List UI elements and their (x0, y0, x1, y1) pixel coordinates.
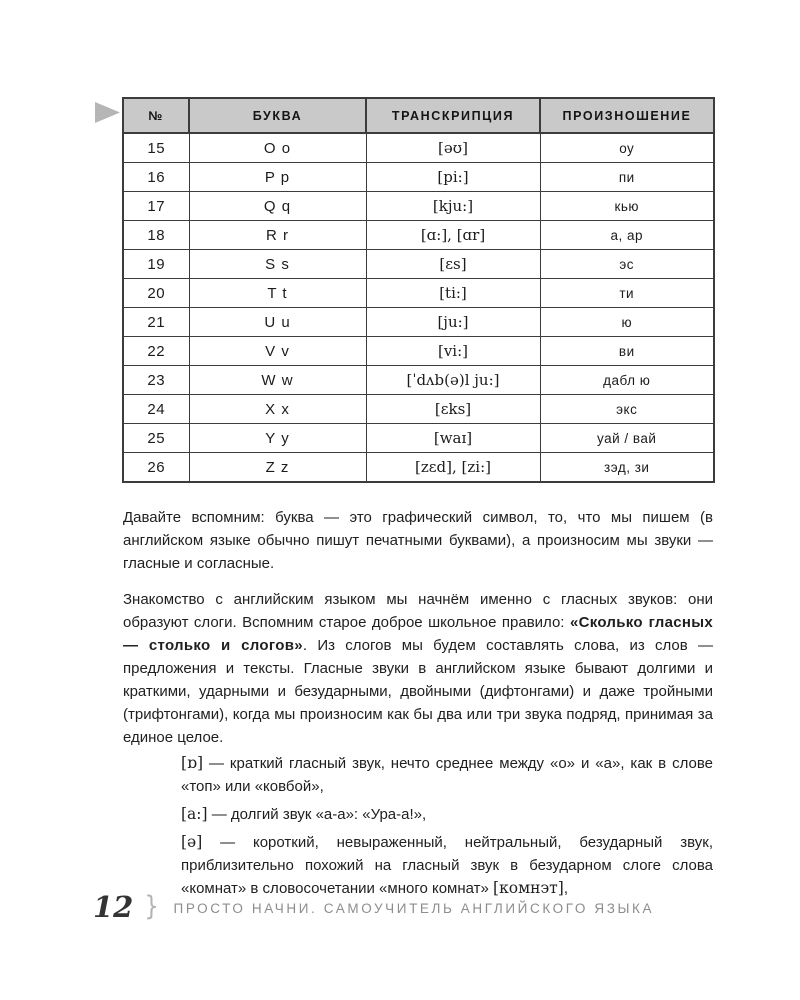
table-row: 20 T t [ti:] ти (122, 278, 715, 308)
ipa-symbol: [ə] (181, 833, 203, 851)
table-row: 22 V v [vi:] ви (122, 336, 715, 366)
sound-item: [ɒ] — краткий гласный звук, нечто средне… (181, 752, 713, 798)
table-row: 21 U u [ju:] ю (122, 307, 715, 337)
page-number: 12 (93, 890, 134, 924)
margin-arrow-icon (95, 102, 120, 123)
cell-letter: Z z (188, 452, 367, 483)
page-footer: 12 } ПРОСТО НАЧНИ. САМОУЧИТЕЛЬ АНГЛИЙСКО… (93, 892, 654, 924)
cell-transcription: [zɛd], [zi:] (365, 452, 541, 483)
cell-number: 17 (122, 191, 190, 221)
sound-text: — краткий гласный звук, нечто среднее ме… (181, 755, 713, 795)
header-cell-pronunciation: ПРОИЗНОШЕНИЕ (539, 97, 715, 134)
cell-letter: R r (188, 220, 367, 250)
cell-number: 20 (122, 278, 190, 308)
cell-pronunciation: кью (539, 191, 715, 221)
table-row: 23 W w [ˈdʌb(ə)l ju:] дабл ю (122, 365, 715, 395)
paragraph-vowels-end: . Из слогов мы будем составлять слова, и… (123, 637, 713, 746)
cell-letter: Y y (188, 423, 367, 453)
ipa-word: [комнэт] (493, 879, 564, 897)
cell-letter: W w (188, 365, 367, 395)
ipa-symbol: [ɒ] (181, 754, 204, 772)
cell-transcription: [vi:] (365, 336, 541, 366)
sound-text-tail: , (563, 880, 568, 897)
cell-pronunciation: ви (539, 336, 715, 366)
cell-pronunciation: эс (539, 249, 715, 279)
cell-transcription: [ɛs] (365, 249, 541, 279)
cell-transcription: [ti:] (365, 278, 541, 308)
table-row: 24 X x [ɛks] экс (122, 394, 715, 424)
alphabet-table-container: № БУКВА ТРАНСКРИПЦИЯ ПРОИЗНОШЕНИЕ 15 O o… (122, 97, 715, 483)
table-row: 26 Z z [zɛd], [zi:] зэд, зи (122, 452, 715, 483)
ipa-symbol: [a:] (181, 805, 208, 823)
cell-pronunciation: ти (539, 278, 715, 308)
book-title: ПРОСТО НАЧНИ. САМОУЧИТЕЛЬ АНГЛИЙСКОГО ЯЗ… (173, 901, 655, 916)
cell-pronunciation: а, ар (539, 220, 715, 250)
cell-transcription: [ju:] (365, 307, 541, 337)
paragraph-vowels-start: Знакомство с английским языком мы начнём… (123, 591, 713, 631)
paragraph-intro: Давайте вспомним: буква — это графически… (123, 509, 713, 572)
cell-number: 26 (122, 452, 190, 483)
cell-pronunciation: зэд, зи (539, 452, 715, 483)
cell-pronunciation: экс (539, 394, 715, 424)
cell-letter: S s (188, 249, 367, 279)
rule-quote: «Сколько гласных — столько и слогов» (123, 614, 713, 654)
sound-item: [ə] — короткий, невыраженный, нейтральны… (181, 831, 713, 900)
cell-letter: P p (188, 162, 367, 192)
sound-item: [a:] — долгий звук «а-а»: «Ура-а!», (181, 803, 713, 826)
header-cell-letter: БУКВА (188, 97, 367, 134)
cell-transcription: [pi:] (365, 162, 541, 192)
table-row: 17 Q q [kju:] кью (122, 191, 715, 221)
table-row: 18 R r [ɑ:], [ɑr] а, ар (122, 220, 715, 250)
cell-number: 18 (122, 220, 190, 250)
cell-pronunciation: дабл ю (539, 365, 715, 395)
cell-transcription: [ɑ:], [ɑr] (365, 220, 541, 250)
cell-number: 23 (122, 365, 190, 395)
cell-transcription: [əʊ] (365, 132, 541, 163)
cell-number: 19 (122, 249, 190, 279)
cell-number: 21 (122, 307, 190, 337)
cell-letter: O o (188, 132, 367, 163)
sound-text: — короткий, невыраженный, нейтральный, б… (181, 834, 714, 897)
paragraph-vowels: Знакомство с английским языком мы начнём… (123, 588, 713, 749)
sound-text: — долгий звук «а-а»: «Ура-а!», (211, 806, 427, 823)
cell-transcription: [waɪ] (365, 423, 541, 453)
header-cell-transcription: ТРАНСКРИПЦИЯ (365, 97, 541, 134)
sound-list: [ɒ] — краткий гласный звук, нечто средне… (181, 752, 713, 905)
cell-letter: U u (188, 307, 367, 337)
table-row: 15 O o [əʊ] оу (122, 132, 715, 163)
cell-number: 16 (122, 162, 190, 192)
cell-letter: Q q (188, 191, 367, 221)
cell-pronunciation: оу (539, 132, 715, 163)
table-row: 16 P p [pi:] пи (122, 162, 715, 192)
cell-number: 22 (122, 336, 190, 366)
header-cell-number: № (122, 97, 190, 134)
cell-number: 15 (122, 132, 190, 163)
cell-transcription: [ˈdʌb(ə)l ju:] (365, 365, 541, 395)
cell-transcription: [ɛks] (365, 394, 541, 424)
cell-pronunciation: ю (539, 307, 715, 337)
cell-transcription: [kju:] (365, 191, 541, 221)
cell-pronunciation: пи (539, 162, 715, 192)
cell-letter: V v (188, 336, 367, 366)
cell-number: 24 (122, 394, 190, 424)
table-row: 25 Y y [waɪ] уай / вай (122, 423, 715, 453)
alphabet-table: № БУКВА ТРАНСКРИПЦИЯ ПРОИЗНОШЕНИЕ 15 O o… (122, 97, 715, 483)
cell-letter: T t (188, 278, 367, 308)
cell-letter: X x (188, 394, 367, 424)
footer-brace: } (144, 891, 160, 922)
cell-pronunciation: уай / вай (539, 423, 715, 453)
table-header-row: № БУКВА ТРАНСКРИПЦИЯ ПРОИЗНОШЕНИЕ (122, 97, 715, 134)
table-row: 19 S s [ɛs] эс (122, 249, 715, 279)
cell-number: 25 (122, 423, 190, 453)
